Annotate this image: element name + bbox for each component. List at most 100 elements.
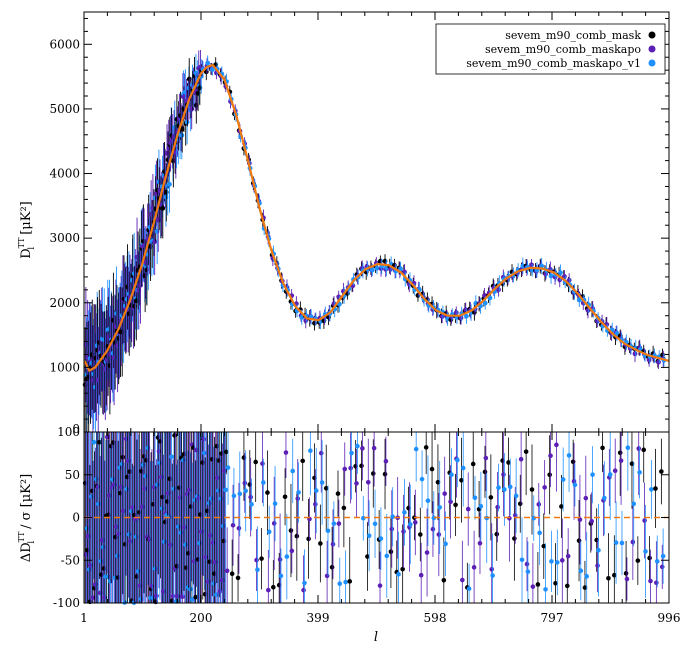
residual-point xyxy=(470,461,476,467)
x-tick-label: 797 xyxy=(541,611,564,625)
residual-point xyxy=(536,502,542,507)
residual-point xyxy=(243,488,248,494)
residual-point xyxy=(120,454,126,460)
residual-point xyxy=(441,578,447,583)
residual-point xyxy=(564,583,570,589)
residual-point xyxy=(654,580,659,586)
data-point xyxy=(463,307,469,313)
residual-point xyxy=(629,461,635,467)
residual-point xyxy=(248,494,253,500)
residual-point xyxy=(301,587,306,593)
residual-point xyxy=(272,501,278,506)
residual-point xyxy=(560,477,566,482)
data-point xyxy=(487,295,493,301)
residual-point xyxy=(229,571,235,577)
residual-point xyxy=(308,448,313,453)
residual-point xyxy=(348,465,353,471)
residual-point xyxy=(619,540,625,546)
residual-point xyxy=(437,505,443,510)
main-plot-frame xyxy=(83,11,670,433)
y-tick-label: 0 xyxy=(72,422,80,436)
residual-point xyxy=(277,557,283,562)
data-point xyxy=(152,239,158,245)
residual-point xyxy=(306,536,311,542)
residual-point xyxy=(354,481,359,486)
residual-point xyxy=(483,455,489,461)
residual-point xyxy=(460,465,466,471)
residual-y-tick-label: 100 xyxy=(57,425,80,439)
residual-point xyxy=(278,573,284,579)
residual-point xyxy=(401,529,406,534)
residual-point xyxy=(418,572,424,578)
residual-point xyxy=(653,486,658,491)
residual-point xyxy=(402,510,407,515)
residual-point xyxy=(435,479,441,485)
residual-point xyxy=(349,450,354,456)
residual-point xyxy=(96,439,102,445)
residual-point xyxy=(502,487,507,492)
residual-point xyxy=(370,471,376,476)
residual-point xyxy=(384,553,390,559)
residual-point xyxy=(647,555,652,561)
residual-point xyxy=(91,439,97,445)
residual-point xyxy=(465,506,471,512)
residual-point xyxy=(223,487,228,493)
residual-point xyxy=(419,476,425,482)
y-tick-label: 6000 xyxy=(49,37,80,51)
legend-entry-marker xyxy=(648,45,656,53)
residual-point xyxy=(266,529,272,535)
residual-y-tick-label: -50 xyxy=(61,553,80,567)
residual-point xyxy=(313,501,318,507)
data-point xyxy=(138,282,143,288)
residual-point xyxy=(283,450,289,455)
residual-point xyxy=(255,567,260,573)
residual-point xyxy=(618,458,624,463)
residual-point xyxy=(590,472,595,477)
data-point xyxy=(482,300,488,306)
residual-point xyxy=(642,518,647,523)
residual-point xyxy=(572,482,578,488)
legend-entry-label: sevem_m90_comb_maskapo_v1 xyxy=(466,57,641,70)
residual-panel: -100 -50 0 50 100 1 200 399 598 797 996 xyxy=(53,12,680,625)
residual-point xyxy=(537,530,542,536)
residual-point xyxy=(224,568,230,574)
data-point xyxy=(566,277,572,283)
residual-point xyxy=(294,533,300,539)
data-point xyxy=(189,106,195,112)
data-point xyxy=(576,297,582,303)
residual-point xyxy=(413,520,418,525)
residual-y-tick-label: -100 xyxy=(53,596,80,610)
residual-point xyxy=(606,575,611,581)
residual-point xyxy=(530,584,536,589)
residual-point xyxy=(296,490,301,495)
residual-point xyxy=(507,515,512,521)
residual-point xyxy=(259,556,264,561)
residual-point xyxy=(443,541,448,547)
data-point xyxy=(614,331,620,336)
residual-point xyxy=(323,485,329,491)
residual-point xyxy=(566,453,572,458)
legend-entry-label: sevem_m90_comb_maskapo xyxy=(485,43,641,56)
residual-point xyxy=(418,532,423,537)
residual-point xyxy=(260,461,265,466)
residual-point xyxy=(324,573,330,579)
residual-point xyxy=(436,532,442,537)
legend-box xyxy=(435,23,666,75)
residual-point xyxy=(201,436,206,442)
residual-point xyxy=(466,586,472,591)
data-point xyxy=(496,287,502,293)
residual-point xyxy=(300,458,306,464)
residual-point xyxy=(235,575,241,581)
residual-point xyxy=(236,525,242,531)
residual-point xyxy=(477,540,483,546)
data-point xyxy=(656,359,661,365)
x-tick-label: 399 xyxy=(307,611,330,625)
residual-point xyxy=(329,564,335,570)
residual-point xyxy=(494,531,500,537)
residual-point xyxy=(342,466,348,472)
residual-point xyxy=(649,487,654,492)
data-point xyxy=(482,293,487,298)
residual-point xyxy=(290,468,296,474)
residual-point xyxy=(582,585,588,590)
data-point xyxy=(398,266,403,272)
